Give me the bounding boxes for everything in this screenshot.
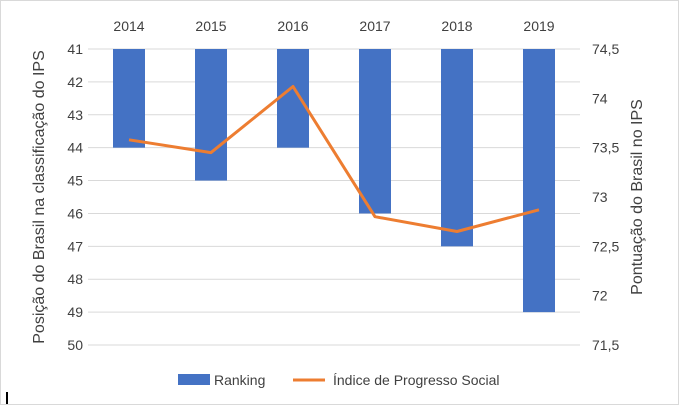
left-axis-title: Posição do Brasil na classificação do IP…: [31, 50, 48, 343]
right-tick-label: 73: [592, 189, 608, 205]
bar-ranking-2017: [359, 49, 391, 214]
right-tick-label: 72: [592, 288, 608, 304]
left-tick-label: 48: [67, 271, 83, 287]
left-tick-label: 50: [67, 337, 83, 353]
legend-label-ranking: Ranking: [214, 372, 265, 388]
x-tick-label: 2016: [277, 18, 308, 34]
left-tick-label: 45: [67, 173, 83, 189]
left-axis-ticks: 41 42 43 44 45 46 47 48 49 50: [67, 41, 83, 353]
line-series-ips: [128, 85, 540, 233]
right-tick-label: 71,5: [592, 337, 619, 353]
right-axis-title: Pontuação do Brasil no IPS: [629, 99, 646, 295]
left-tick-label: 42: [67, 74, 83, 90]
legend-label-ips: Índice de Progresso Social: [333, 372, 500, 388]
left-tick-label: 44: [67, 140, 83, 156]
right-tick-label: 72,5: [592, 238, 619, 254]
bar-ranking-2018: [441, 49, 473, 247]
right-tick-label: 73,5: [592, 140, 619, 156]
bar-ranking-2019: [523, 49, 555, 313]
left-tick-label: 43: [67, 107, 83, 123]
bar-series-ranking: [113, 49, 555, 313]
x-axis-ticks: 2014 2015 2016 2017 2018 2019: [113, 18, 554, 34]
right-tick-label: 74,5: [592, 41, 619, 57]
x-tick-label: 2017: [359, 18, 390, 34]
left-tick-label: 41: [67, 41, 83, 57]
right-axis-ticks: 74,5 74 73,5 73 72,5 72 71,5: [592, 41, 619, 353]
x-tick-label: 2018: [441, 18, 472, 34]
x-tick-label: 2015: [195, 18, 226, 34]
legend: Ranking Índice de Progresso Social: [178, 372, 500, 388]
text-cursor: [6, 392, 8, 404]
x-tick-label: 2014: [113, 18, 144, 34]
x-tick-label: 2019: [523, 18, 554, 34]
bar-ranking-2014: [113, 49, 145, 148]
legend-swatch-ranking: [178, 374, 210, 385]
left-tick-label: 47: [67, 238, 83, 254]
bar-ranking-2015: [195, 49, 227, 181]
chart-border: [0, 0, 679, 405]
bar-ranking-2016: [277, 49, 309, 148]
right-tick-label: 74: [592, 90, 608, 106]
left-tick-label: 46: [67, 205, 83, 221]
left-tick-label: 49: [67, 304, 83, 320]
